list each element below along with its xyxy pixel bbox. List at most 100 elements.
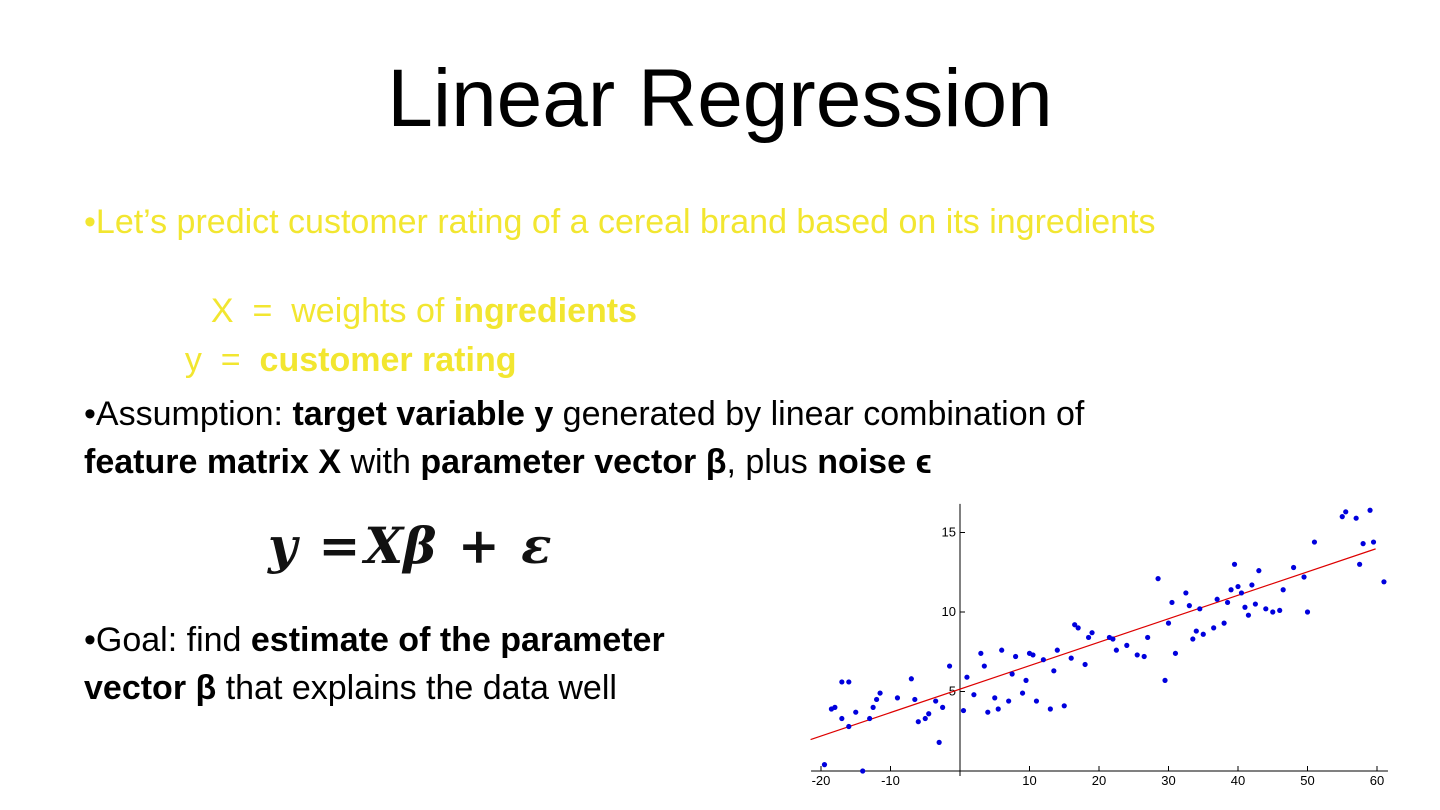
data-point bbox=[1190, 636, 1196, 642]
data-point bbox=[1238, 590, 1245, 596]
assumption-parameter-vector: parameter vector β bbox=[420, 443, 727, 481]
example-y-bold: customer rating bbox=[259, 340, 517, 379]
data-point bbox=[1357, 561, 1363, 567]
regression-line bbox=[810, 548, 1376, 741]
data-point bbox=[1231, 561, 1238, 567]
formula-y: y bbox=[268, 516, 298, 575]
data-point bbox=[1134, 652, 1140, 658]
formula-beta: β bbox=[403, 516, 437, 575]
data-point bbox=[1263, 606, 1269, 612]
data-point bbox=[1280, 587, 1286, 593]
data-point bbox=[1245, 612, 1252, 618]
assumption-line-1: •Assumption: target variable y generated… bbox=[84, 394, 1084, 435]
data-point bbox=[992, 695, 998, 701]
data-point bbox=[960, 707, 967, 714]
data-point bbox=[860, 768, 866, 774]
y-tick-label: 10 bbox=[942, 604, 956, 619]
data-point bbox=[1019, 690, 1026, 696]
x-tick-label: -10 bbox=[881, 773, 900, 788]
data-point bbox=[1169, 599, 1175, 606]
data-point bbox=[1256, 568, 1262, 574]
data-point bbox=[1082, 661, 1088, 668]
data-point bbox=[1343, 509, 1349, 515]
data-point bbox=[1339, 514, 1345, 520]
example-bullet: •Let’s predict customer rating of a cere… bbox=[84, 202, 1156, 243]
data-point bbox=[1214, 596, 1220, 602]
data-point bbox=[1085, 634, 1092, 641]
data-point bbox=[1224, 599, 1231, 606]
data-point bbox=[1110, 636, 1116, 642]
data-point bbox=[1197, 606, 1203, 612]
assumption-target-variable: target variable y bbox=[292, 395, 554, 433]
goal-vector-beta: vector β bbox=[84, 669, 217, 707]
data-point bbox=[1033, 698, 1040, 704]
assumption-noise: noise ϵ bbox=[817, 443, 932, 481]
data-point bbox=[1051, 668, 1057, 674]
data-point bbox=[1113, 647, 1119, 653]
data-point bbox=[1360, 541, 1366, 547]
data-point bbox=[1200, 631, 1206, 637]
x-tick-label: 10 bbox=[1022, 773, 1036, 788]
data-point bbox=[1291, 564, 1297, 571]
formula-equals: = bbox=[318, 516, 361, 575]
data-point bbox=[908, 676, 914, 682]
assumption-text-2: generated by linear combination of bbox=[553, 395, 1085, 433]
data-point bbox=[1270, 609, 1276, 615]
data-point bbox=[1061, 703, 1067, 709]
data-point bbox=[1040, 657, 1046, 663]
data-point bbox=[1353, 515, 1359, 521]
x-tick-label: 40 bbox=[1231, 773, 1245, 788]
data-point bbox=[1072, 622, 1078, 628]
example-x-line: X = weights of ingredients bbox=[192, 250, 637, 332]
example-text: Let’s predict customer rating of a cerea… bbox=[95, 203, 1156, 241]
data-point bbox=[964, 674, 970, 680]
data-point bbox=[1145, 634, 1151, 641]
bullet-marker: • bbox=[84, 395, 96, 433]
x-tick-label: 50 bbox=[1300, 773, 1314, 788]
formula-plus: + bbox=[457, 516, 500, 575]
bullet-marker: • bbox=[84, 621, 96, 659]
data-point bbox=[999, 647, 1005, 653]
data-point bbox=[1277, 607, 1283, 614]
data-point bbox=[832, 704, 838, 710]
data-point bbox=[933, 698, 939, 704]
data-point bbox=[1252, 601, 1258, 607]
formula-x: X bbox=[364, 516, 404, 575]
data-point bbox=[1009, 671, 1015, 677]
assumption-text-3: with bbox=[341, 443, 421, 481]
data-point bbox=[1211, 625, 1217, 631]
data-point bbox=[1089, 630, 1095, 636]
data-point bbox=[1013, 653, 1019, 660]
goal-text-2: that explains the data well bbox=[216, 669, 617, 707]
goal-text-1: Goal: find bbox=[95, 621, 251, 659]
data-point bbox=[985, 709, 991, 715]
data-point bbox=[1367, 507, 1373, 513]
y-tick-label: 15 bbox=[942, 525, 956, 540]
data-point bbox=[1370, 539, 1377, 545]
goal-estimate: estimate of the parameter bbox=[250, 621, 665, 659]
data-point bbox=[1381, 579, 1387, 585]
data-point bbox=[1172, 650, 1179, 656]
goal-line-2: vector β that explains the data well bbox=[84, 668, 617, 709]
y-tick-label: 5 bbox=[949, 684, 956, 699]
data-point bbox=[1054, 647, 1060, 653]
goal-line-1: •Goal: find estimate of the parameter bbox=[84, 620, 665, 661]
data-point bbox=[894, 695, 901, 701]
data-point bbox=[1047, 706, 1053, 712]
data-point bbox=[978, 650, 984, 656]
regression-formula: y =Xβ + ε bbox=[268, 516, 552, 575]
data-point bbox=[870, 704, 876, 710]
x-tick-label: 60 bbox=[1370, 773, 1384, 788]
data-point bbox=[1162, 677, 1168, 683]
data-point bbox=[936, 739, 942, 745]
x-tick-label: 30 bbox=[1161, 773, 1175, 788]
data-point bbox=[1228, 587, 1234, 593]
assumption-line-2: feature matrix X with parameter vector β… bbox=[84, 442, 932, 483]
data-point bbox=[839, 679, 845, 685]
data-point bbox=[1068, 655, 1074, 661]
data-point bbox=[821, 762, 828, 768]
data-point bbox=[877, 690, 883, 696]
data-point bbox=[1183, 590, 1189, 596]
data-point bbox=[1304, 609, 1311, 615]
data-point bbox=[1006, 698, 1012, 704]
